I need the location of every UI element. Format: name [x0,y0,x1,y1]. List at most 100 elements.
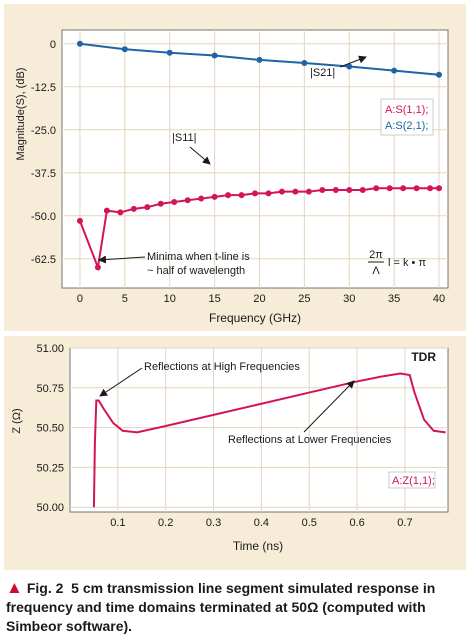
s-parameter-series-0-point [301,60,308,67]
s-parameter-series-1-point [184,197,191,204]
s-parameter-series-1-point [373,185,380,192]
formula-numerator: 2π [369,249,383,261]
tdr-x-tick-label: 0.6 [349,517,364,529]
s-parameter-y-tick-label: -50.0 [31,211,56,223]
s-parameter-series-1-point [211,193,218,200]
s-parameter-series-0-point [166,49,173,56]
s-parameter-series-1-point [319,186,326,193]
tdr-x-axis-label: Time (ns) [233,539,283,553]
s-parameter-series-1-point [198,195,205,202]
tdr-y-tick-label: 50.75 [36,383,64,395]
legend-s21: A:S(2,1); [385,120,428,132]
caption-arrow-icon: ▲ [6,578,23,597]
formula-rest: l = k • π [388,257,426,269]
s-parameter-series-1-point [305,188,312,195]
s-parameter-y-tick-label: 0 [50,39,56,51]
s-parameter-series-1-point [225,192,232,199]
s-parameter-x-tick-label: 25 [298,293,310,305]
tdr-x-tick-label: 0.1 [110,517,125,529]
s21-label: |S21| [310,67,335,79]
tdr-y-tick-label: 50.25 [36,462,64,474]
s-parameter-series-1-point [265,190,272,197]
low-freq-arrow [303,380,355,433]
s-parameter-series-1-point [117,209,124,216]
s-parameter-legend-box [380,98,434,136]
s-parameter-series-0-point [436,71,443,78]
tdr-series [92,372,446,508]
s-parameter-series-1-point [76,217,83,224]
tdr-x-tick-label: 0.7 [397,517,412,529]
s-parameter-grid [61,29,449,289]
s-parameter-series-0-point [346,63,353,70]
s-parameter-series-1-point [436,185,443,192]
s-parameter-y-tick-label: -62.5 [31,254,56,266]
s-parameter-series-0-point [391,67,398,74]
caption-text: 5 cm transmission line segment simulated… [6,580,436,634]
s-parameter-x-axis-label: Frequency (GHz) [209,311,301,325]
tdr-legend-box [388,471,436,489]
tdr-x-tick-label: 0.2 [158,517,173,529]
high-freq-arrow [99,367,143,397]
tdr-y-tick-label: 50.50 [36,423,64,435]
s-parameter-series-1-point [386,185,393,192]
s-parameter-series-0-point [76,40,83,47]
legend-z11: A:Z(1,1); [392,475,435,487]
s-parameter-series-1-point [278,188,285,195]
s-parameter-series-1-point [346,186,353,193]
low-freq-note: Reflections at Lower Frequencies [228,434,392,446]
s-parameter-x-tick-label: 40 [433,293,445,305]
s-parameter-x-tick-label: 15 [208,293,220,305]
s-parameter-series-1-point [130,205,137,212]
minima-note-line2: ~ half of wavelength [147,265,245,277]
high-freq-note: Reflections at High Frequencies [144,361,300,373]
s-parameter-chart: 0 5 10 15 20 25 30 35 40 0 -12.5 -25.0 -37.5 -50.0 -62… [15,29,449,325]
s-parameter-series-0-point [256,56,263,63]
s-parameter-y-axis-label: Magnitude(S), (dB) [15,68,27,161]
tdr-x-tick-label: 0.4 [254,517,269,529]
minima-arrow [98,255,146,264]
s-parameter-series-1-point [252,190,258,197]
s-parameter-series-1-point [400,185,407,192]
tdr-panel: 0.1 0.2 0.3 0.4 0.5 0.6 0.7 50.00 50.25 50.50 50.7… [4,336,466,570]
s-parameter-series [76,40,443,272]
s-parameter-x-tick-label: 10 [164,293,176,305]
tdr-y-tick-label: 50.00 [36,502,64,514]
s-parameter-series-0-point [121,46,128,53]
s-parameter-series-1-point [144,204,151,211]
s-parameter-plot-area [61,29,449,289]
s21-arrow [339,55,367,68]
s-parameter-x-tick-label: 35 [388,293,400,305]
tdr-y-axis-label: Z (Ω) [11,408,23,433]
s-parameter-series-1-point [427,185,434,192]
s-parameter-series-1-point [94,264,101,271]
tdr-x-tick-label: 0.3 [206,517,221,529]
s-parameter-series-1-point [359,186,366,193]
minima-note-line1: Minima when t-line is [147,251,250,263]
s-parameter-panel: 0 5 10 15 20 25 30 35 40 0 -12.5 -25.0 -37.5 -50.0 -62… [4,4,466,331]
tdr-axes: 0.1 0.2 0.3 0.4 0.5 0.6 0.7 50.00 50.25 50.50 50.7… [36,343,412,529]
s-parameter-series-0-point [211,52,218,59]
s-parameter-series-1-point [292,188,299,195]
s-parameter-y-tick-label: -12.5 [31,82,56,94]
s-parameter-axes: 0 5 10 15 20 25 30 35 40 0 -12.5 -25.0 -37.5 -50.0 -62… [31,39,445,305]
s11-arrow [189,146,211,165]
s-parameter-series-1-point [103,207,110,214]
s-parameter-y-tick-label: -25.0 [31,125,56,137]
legend-s11: A:S(1,1); [385,104,428,116]
tdr-y-tick-label: 51.00 [36,343,64,355]
s-parameter-series-1-point [171,199,178,205]
figure-caption: ▲ Fig. 2 5 cm transmission line segment s… [6,578,466,636]
tdr-series-0 [92,372,446,508]
s-parameter-series-1 [79,187,440,272]
tdr-x-tick-label: 0.5 [302,517,317,529]
s-parameter-x-tick-label: 5 [122,293,128,305]
s-parameter-series-1-point [157,200,164,207]
s-parameter-series-1-point [413,185,420,192]
s-parameter-series-1-point [332,186,339,193]
s11-label: |S11| [172,132,196,144]
s-parameter-y-tick-label: -37.5 [31,168,56,180]
tdr-title: TDR [411,350,436,364]
s-parameter-series-1-point [238,192,245,199]
s-parameter-x-tick-label: 0 [77,293,83,305]
